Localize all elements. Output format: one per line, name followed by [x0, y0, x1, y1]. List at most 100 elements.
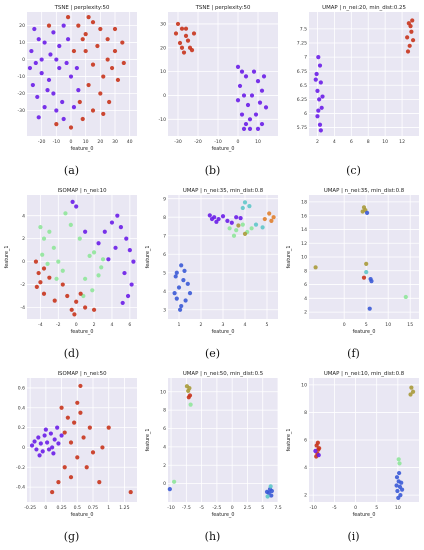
x-tick-label: 10 [395, 505, 401, 511]
chart-panel: -0.25 0 0.25 0.5 0.75 1 1.25 0.6 0.4 0.2 0 -0.2 -0.4… [1, 366, 142, 549]
scatter-svg: -30 -20 -10 0 10 30 20 10 0 -10 TSNE | perplexity:… [158, 5, 278, 152]
data-point [236, 223, 241, 228]
data-point [101, 111, 106, 117]
x-tick-label: -4 [38, 322, 43, 328]
data-point [59, 405, 64, 410]
data-point [38, 441, 43, 446]
data-point [36, 37, 41, 42]
data-point [261, 74, 267, 79]
data-point [34, 284, 39, 289]
y-tick-label: 6 [304, 438, 307, 444]
data-point [172, 290, 177, 296]
data-point [396, 495, 401, 500]
y-tick-label: -0.2 [16, 465, 25, 471]
y-tick-label: 2 [304, 310, 307, 316]
x-tick-label: 1 [107, 505, 110, 511]
scatter-svg: 1 2 3 4 5 9 8 7 6 5 4 3 UMAP | n_nei:35, min_dist:0.… [145, 188, 278, 335]
data-point [399, 480, 404, 485]
panel-label: (i) [347, 530, 360, 543]
data-point [403, 294, 408, 300]
data-point [120, 40, 125, 45]
panel-label: (g) [63, 530, 80, 543]
chart-panel: -10 -5 0 5 10 10 8 6 4 2 UMAP | n_nei:10, min_dist… [283, 366, 424, 549]
data-point [257, 100, 263, 105]
data-point [407, 43, 412, 48]
data-point [51, 245, 56, 250]
x-tick-label: -20 [194, 139, 202, 145]
y-tick-label: 7 [163, 233, 166, 239]
data-point [113, 245, 118, 250]
x-tick-label: 4 [333, 139, 336, 145]
data-point [65, 415, 70, 420]
y-tick-label: 7.5 [300, 27, 307, 33]
x-tick-label: -10 [214, 139, 222, 145]
y-tick-label: 0.4 [18, 405, 25, 411]
y-tick-label: 4 [304, 296, 307, 302]
panel-label: (d) [63, 347, 80, 360]
data-point [86, 14, 91, 20]
data-point [83, 276, 88, 281]
data-point [396, 457, 401, 462]
y-tick-label: 10 [160, 69, 166, 75]
scatter-svg: 2 4 6 8 10 12 7.5 7.25 7 6.75 6.5 6.25 6 5.75 UMAP | n… [297, 5, 419, 145]
data-point [68, 475, 74, 480]
series-purple [29, 425, 64, 458]
x-tick-label: -5 [332, 505, 337, 511]
x-tick-label: 15 [407, 322, 413, 328]
series-red [33, 259, 97, 317]
data-point [316, 54, 321, 60]
data-point [54, 122, 59, 127]
data-point [242, 200, 248, 205]
data-point [408, 392, 413, 397]
x-tick-label: 0 [75, 322, 78, 328]
data-point [249, 226, 254, 231]
data-point [90, 20, 96, 25]
series-blue [394, 470, 405, 500]
data-point [72, 312, 77, 317]
y-tick-label: 12 [301, 241, 307, 247]
data-point [41, 236, 47, 241]
y-tick-label: 6 [163, 252, 166, 258]
data-point [127, 248, 132, 253]
panel-label: (h) [204, 530, 221, 543]
x-tick-label: 0 [237, 139, 240, 145]
data-point [57, 43, 62, 49]
data-point [76, 88, 81, 93]
plot-background [309, 12, 419, 136]
data-point [68, 125, 74, 130]
data-point [253, 112, 259, 117]
data-point [77, 99, 82, 105]
data-point [120, 300, 125, 306]
data-point [247, 204, 252, 209]
data-point [29, 443, 35, 448]
data-point [40, 449, 45, 454]
data-point [48, 52, 53, 57]
data-point [69, 307, 74, 312]
data-point [173, 31, 179, 36]
y-tick-label: 6 [163, 426, 166, 432]
data-point [313, 448, 318, 454]
y-tick-label: 4 [163, 444, 166, 450]
data-point [35, 94, 40, 100]
data-point [105, 37, 110, 42]
chart-panel: -10 -7.5 -5 -2.5 0 2.5 5 7.5 10 8 6 4 2 0 UMAP | n_nei… [142, 366, 283, 549]
x-tick-label: -10 [309, 505, 317, 511]
data-point [62, 430, 67, 435]
data-point [96, 241, 101, 246]
x-tick-label: 2 [316, 139, 319, 145]
data-point [207, 213, 212, 218]
y-tick-label: 4 [22, 213, 25, 219]
series-purple [313, 54, 325, 133]
data-point [319, 105, 324, 110]
data-point [36, 270, 41, 276]
series-red [173, 21, 197, 55]
data-point [129, 282, 134, 287]
data-point [112, 48, 118, 54]
data-point [65, 37, 71, 42]
data-point [71, 105, 77, 110]
x-tick-label: 2 [200, 322, 203, 328]
data-point [240, 205, 245, 211]
data-point [78, 383, 83, 389]
data-point [241, 126, 247, 131]
y-tick-label: -10 [158, 117, 166, 123]
